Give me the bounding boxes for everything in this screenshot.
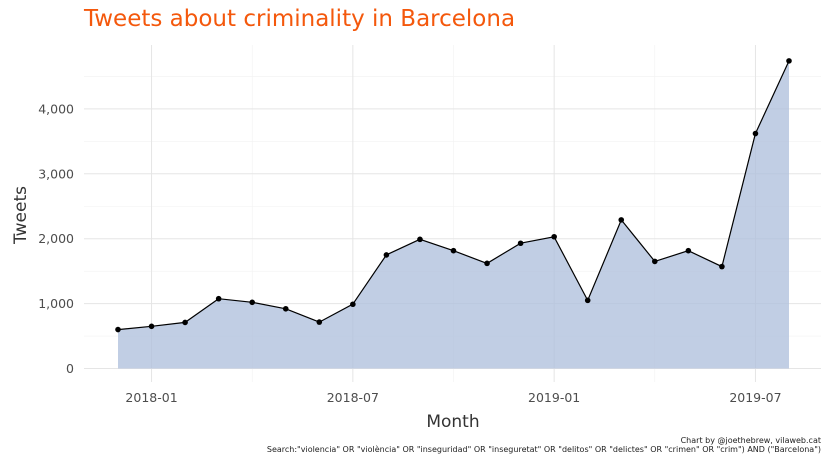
x-axis-title: Month: [426, 412, 479, 432]
data-point: [148, 323, 155, 330]
chart-title: Tweets about criminality in Barcelona: [84, 6, 516, 32]
x-tick-labels: 2018-01 2018-07 2019-01 2019-07: [125, 390, 781, 405]
data-point: [316, 319, 323, 325]
y-tick-labels: 0 1,000 2,000 3,000 4,000: [38, 101, 74, 376]
x-tick-label: 2019-01: [528, 390, 580, 405]
data-point: [350, 301, 356, 308]
data-point: [584, 297, 591, 304]
area-fill: [118, 60, 789, 369]
data-point: [517, 240, 524, 247]
data-point: [450, 247, 457, 254]
data-point: [182, 319, 188, 326]
caption-credit: Chart by @joethebrew, vilaweb.cat: [680, 436, 821, 445]
data-point: [752, 130, 759, 137]
x-tick-label: 2018-01: [125, 390, 177, 405]
data-point: [282, 305, 289, 312]
chart-caption: Chart by @joethebrew, vilaweb.cat Search…: [267, 436, 821, 454]
y-tick-label: 2,000: [38, 231, 74, 246]
data-point: [383, 252, 390, 258]
caption-search-query: Search:"violencia" OR "violència" OR "in…: [266, 445, 821, 454]
y-tick-label: 3,000: [38, 166, 74, 181]
y-tick-label: 4,000: [38, 101, 74, 116]
data-point: [215, 295, 222, 302]
data-point: [786, 58, 792, 64]
y-axis-title: Tweets: [11, 186, 31, 245]
y-tick-label: 0: [66, 361, 74, 376]
data-point: [652, 258, 658, 265]
y-tick-label: 1,000: [38, 296, 74, 311]
data-points: [115, 58, 792, 333]
data-point: [719, 263, 725, 270]
data-point: [618, 217, 625, 223]
data-point: [685, 247, 692, 254]
x-tick-label: 2018-07: [327, 390, 379, 405]
data-point: [115, 326, 121, 333]
data-point: [484, 260, 490, 267]
data-point: [551, 233, 557, 240]
data-point: [249, 299, 255, 306]
data-point: [417, 236, 423, 243]
x-tick-label: 2019-07: [729, 390, 781, 405]
